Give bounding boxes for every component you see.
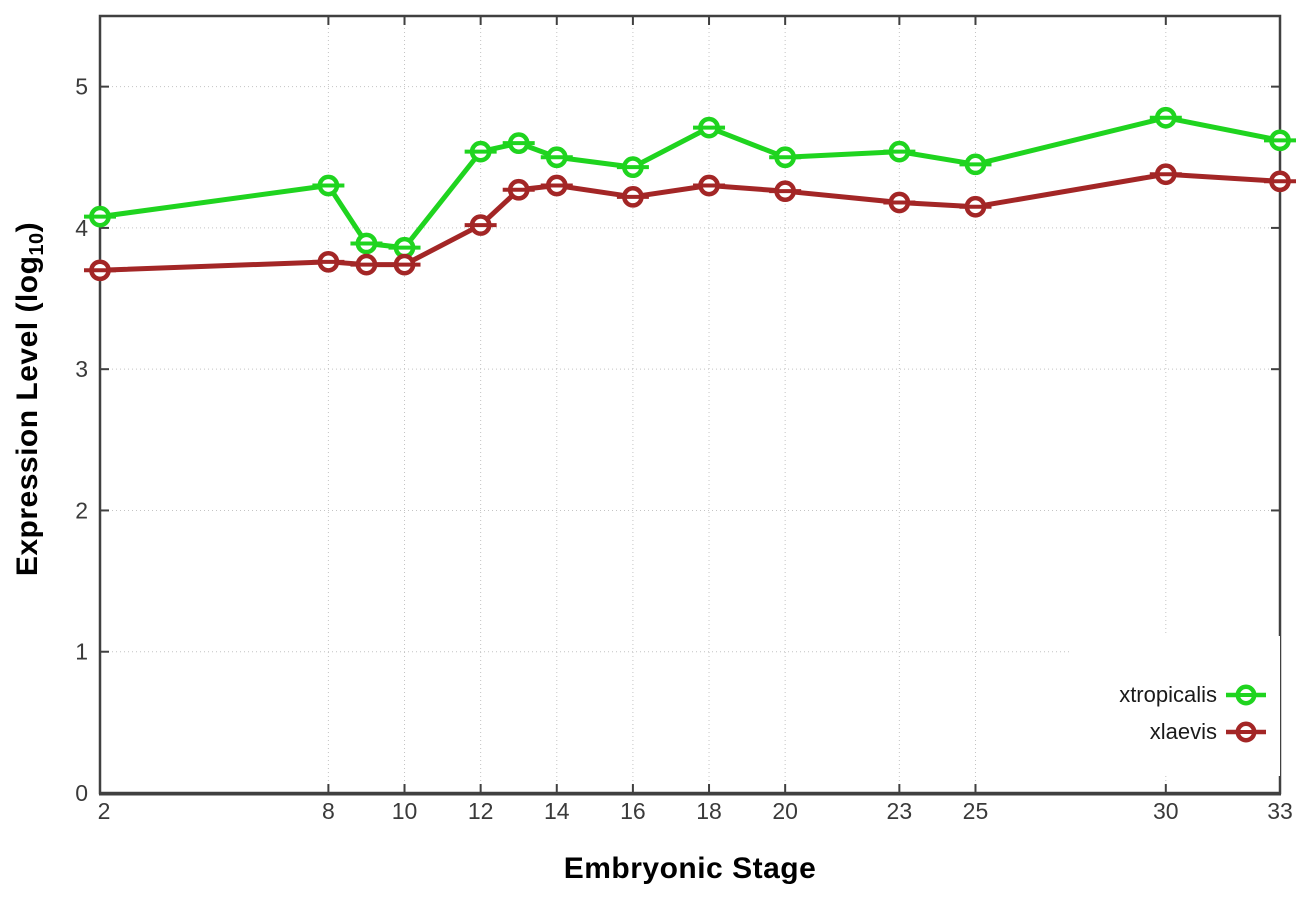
y-tick-label: 5 <box>75 74 88 100</box>
y-tick-label: 3 <box>75 356 88 382</box>
data-point <box>964 195 987 218</box>
x-tick-label: 2 <box>98 798 111 824</box>
data-point <box>698 116 720 139</box>
x-tick-label: 20 <box>772 798 798 824</box>
y-axis-title-subscript: 10 <box>26 232 48 256</box>
data-point <box>774 146 797 169</box>
data-point <box>888 140 911 163</box>
data-point <box>774 180 797 203</box>
x-tick-label: 12 <box>468 798 494 824</box>
data-point <box>355 232 378 255</box>
y-axis-title-text: Expression Level (log <box>11 255 44 577</box>
x-tick-label: 16 <box>620 798 646 824</box>
x-tick-label: 14 <box>544 798 570 824</box>
data-point <box>1269 129 1291 152</box>
data-point <box>622 185 644 208</box>
data-point <box>1154 106 1177 129</box>
legend-item-xlaevis: xlaevis <box>1072 713 1280 750</box>
legend: xtropicalis xlaevis <box>1072 636 1280 776</box>
data-point <box>469 140 492 163</box>
legend-marker-xlaevis-icon <box>1226 721 1266 742</box>
legend-marker-xtropicalis-icon <box>1226 684 1266 705</box>
data-point <box>89 205 111 228</box>
x-axis-title: Embryonic Stage <box>563 852 817 885</box>
y-tick-label: 1 <box>75 639 88 665</box>
data-point <box>888 191 911 214</box>
data-point <box>545 174 568 197</box>
x-tick-label: 25 <box>963 798 989 824</box>
x-tick-label: 10 <box>392 798 418 824</box>
x-tick-label: 8 <box>322 798 335 824</box>
legend-item-xtropicalis: xtropicalis <box>1072 676 1280 713</box>
y-axis-title-close: ) <box>11 221 44 233</box>
data-point <box>507 178 530 201</box>
data-point <box>1269 170 1291 193</box>
plot-border <box>98 14 1282 795</box>
x-tick-label: 30 <box>1153 798 1179 824</box>
x-tick-label: 33 <box>1267 798 1293 824</box>
x-tick-label: 18 <box>696 798 722 824</box>
gridlines <box>100 16 1280 793</box>
data-point <box>622 156 644 179</box>
y-tick-label: 0 <box>75 780 88 806</box>
data-point <box>964 153 987 176</box>
data-point <box>469 214 492 236</box>
data-point <box>507 132 530 154</box>
legend-label-xtropicalis: xtropicalis <box>1119 681 1217 707</box>
data-point <box>89 259 111 282</box>
y-tick-label: 2 <box>75 497 88 523</box>
x-tick-label: 23 <box>887 798 913 824</box>
data-point <box>355 253 378 276</box>
data-point <box>698 174 720 197</box>
y-axis-title: Expression Level (log10) <box>11 189 49 609</box>
legend-label-xlaevis: xlaevis <box>1149 718 1217 744</box>
data-point <box>1154 163 1177 186</box>
data-point <box>393 253 416 276</box>
series-markers-xlaevis <box>84 163 1296 282</box>
data-point <box>317 250 340 273</box>
series-line-xlaevis <box>99 171 1281 273</box>
y-tick-label: 4 <box>75 215 88 241</box>
data-point <box>545 146 568 169</box>
data-point <box>317 174 340 197</box>
